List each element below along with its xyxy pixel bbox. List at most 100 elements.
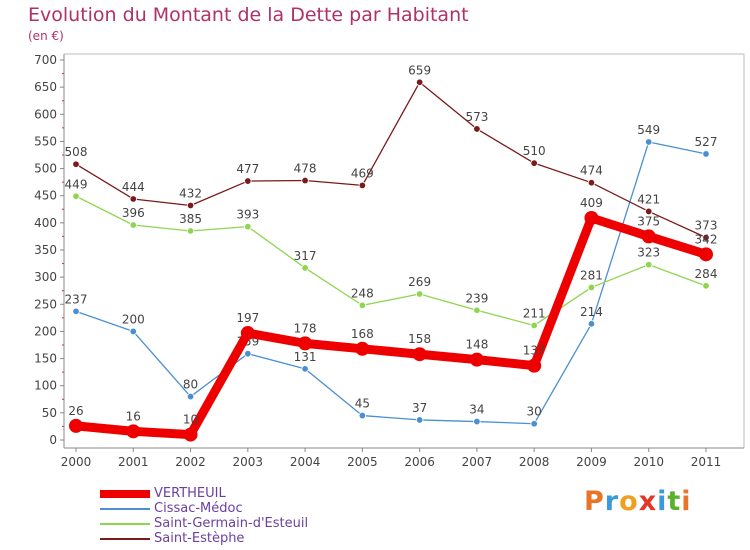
data-label: 474 bbox=[580, 164, 603, 178]
data-label: 477 bbox=[236, 162, 259, 176]
data-label: 508 bbox=[65, 145, 88, 159]
y-tick-label: 200 bbox=[34, 324, 57, 338]
data-point bbox=[301, 365, 309, 373]
data-point bbox=[645, 138, 653, 146]
data-point bbox=[412, 347, 427, 362]
x-tick-label: 2006 bbox=[404, 455, 435, 469]
y-tick-label: 550 bbox=[34, 134, 57, 148]
data-label: 26 bbox=[68, 404, 83, 418]
legend-item: Cissac-Médoc bbox=[100, 501, 308, 516]
data-label: 449 bbox=[65, 177, 88, 191]
data-point bbox=[587, 320, 596, 328]
data-point bbox=[240, 326, 255, 341]
data-point bbox=[69, 418, 83, 433]
data-label: 478 bbox=[294, 162, 317, 176]
data-point bbox=[72, 307, 80, 316]
y-tick-label: 100 bbox=[34, 379, 57, 393]
data-point bbox=[129, 327, 137, 336]
data-label: 30 bbox=[527, 405, 542, 419]
chart-unit: (en €) bbox=[28, 29, 64, 43]
data-label: 168 bbox=[351, 327, 374, 341]
data-label: 80 bbox=[183, 378, 198, 392]
legend-swatch bbox=[100, 522, 150, 525]
data-point bbox=[244, 222, 252, 231]
data-label: 178 bbox=[294, 321, 317, 335]
logo-letter: t bbox=[667, 486, 682, 517]
data-point bbox=[530, 321, 538, 330]
y-tick-label: 150 bbox=[34, 352, 57, 366]
data-point bbox=[72, 192, 80, 200]
y-tick-label: 300 bbox=[34, 270, 57, 284]
legend-item: VERTHEUIL bbox=[100, 486, 308, 501]
data-point bbox=[699, 247, 713, 262]
data-point bbox=[530, 159, 538, 167]
logo-letter: i bbox=[681, 486, 692, 517]
data-point bbox=[702, 282, 710, 290]
data-label: 200 bbox=[122, 312, 145, 326]
y-tick-label: 400 bbox=[34, 216, 57, 230]
data-point bbox=[72, 160, 80, 168]
data-point bbox=[702, 150, 710, 158]
data-label: 239 bbox=[465, 291, 488, 305]
data-label: 137 bbox=[523, 344, 546, 358]
data-label: 393 bbox=[236, 208, 259, 222]
y-tick-label: 650 bbox=[34, 80, 57, 94]
data-point bbox=[244, 349, 252, 358]
chart-title: Evolution du Montant de la Dette par Hab… bbox=[28, 4, 469, 26]
data-point bbox=[126, 424, 141, 439]
data-label: 269 bbox=[408, 275, 431, 289]
y-tick-label: 700 bbox=[34, 53, 57, 67]
x-tick-label: 2008 bbox=[519, 455, 550, 469]
data-point bbox=[645, 260, 653, 269]
data-point bbox=[527, 358, 542, 373]
data-label: 409 bbox=[580, 196, 603, 210]
legend-label: Saint-Germain-d'Esteuil bbox=[154, 516, 309, 531]
data-point bbox=[298, 336, 313, 351]
series-line-3 bbox=[75, 81, 707, 239]
y-tick-label: 50 bbox=[42, 406, 57, 420]
legend-swatch bbox=[100, 489, 150, 498]
data-label: 148 bbox=[465, 338, 488, 352]
data-point bbox=[584, 210, 599, 225]
x-tick-label: 2002 bbox=[175, 455, 206, 469]
data-point bbox=[415, 290, 424, 298]
data-point bbox=[702, 233, 710, 242]
x-tick-label: 2000 bbox=[61, 455, 92, 469]
data-point bbox=[301, 264, 309, 272]
data-label: 549 bbox=[637, 123, 660, 137]
data-label: 396 bbox=[122, 206, 145, 220]
data-label: 281 bbox=[580, 268, 603, 282]
data-label: 527 bbox=[695, 135, 718, 149]
data-label: 34 bbox=[469, 403, 484, 417]
data-point bbox=[301, 176, 309, 185]
data-label: 421 bbox=[637, 192, 660, 206]
data-point bbox=[244, 177, 252, 185]
x-tick-label: 2010 bbox=[633, 455, 664, 469]
data-label: 10 bbox=[183, 413, 198, 427]
y-tick-label: 450 bbox=[34, 189, 57, 203]
data-label: 323 bbox=[637, 246, 660, 260]
legend-label: Saint-Estèphe bbox=[154, 531, 245, 546]
legend-label: VERTHEUIL bbox=[154, 486, 226, 501]
data-label: 469 bbox=[351, 166, 374, 180]
data-label: 373 bbox=[695, 219, 718, 233]
data-point bbox=[641, 229, 656, 244]
data-point bbox=[473, 125, 481, 133]
logo-letter: x bbox=[638, 486, 658, 517]
data-label: 158 bbox=[408, 332, 431, 346]
data-point bbox=[415, 416, 424, 424]
data-point bbox=[358, 411, 367, 420]
legend-swatch bbox=[100, 537, 150, 540]
data-label: 248 bbox=[351, 286, 374, 300]
series-line-1 bbox=[75, 141, 707, 425]
logo-letter: o bbox=[619, 486, 639, 517]
y-tick-label: 500 bbox=[34, 162, 57, 176]
data-point bbox=[358, 301, 367, 310]
x-tick-label: 2007 bbox=[462, 455, 493, 469]
legend-item: Saint-Germain-d'Esteuil bbox=[100, 516, 308, 531]
data-point bbox=[183, 427, 198, 442]
x-tick-label: 2009 bbox=[576, 455, 607, 469]
x-tick-label: 2001 bbox=[118, 455, 149, 469]
